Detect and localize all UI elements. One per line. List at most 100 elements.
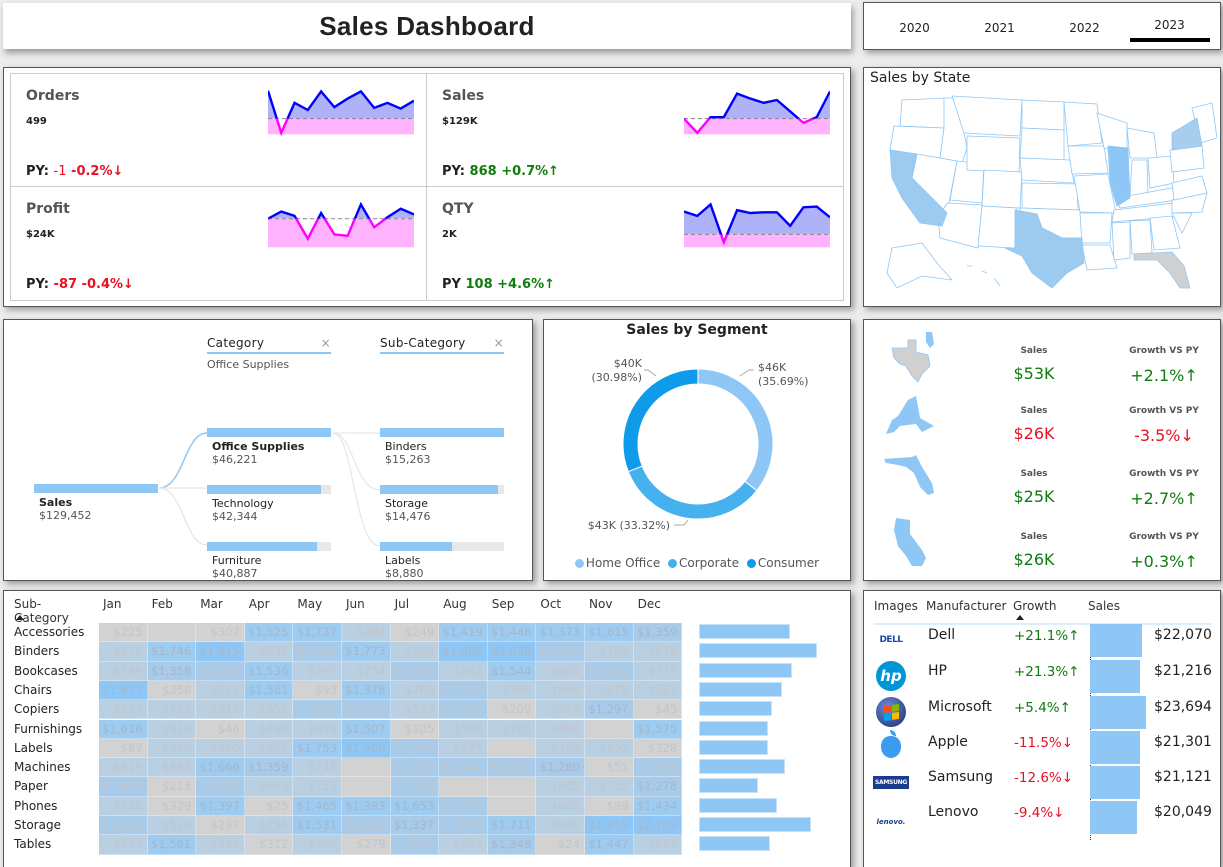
matrix-cell[interactable]: $675 <box>439 738 488 759</box>
matrix-cell[interactable]: $494 <box>536 719 585 739</box>
matrix-cell[interactable]: $1,653 <box>390 796 440 816</box>
matrix-cell[interactable]: $1,746 <box>147 642 197 662</box>
matrix-cell[interactable]: $1,465 <box>293 796 342 816</box>
matrix-cell[interactable]: $705 <box>487 719 537 739</box>
matrix-cell[interactable]: $1,536 <box>244 661 294 681</box>
col-header-month[interactable]: Apr <box>248 597 270 611</box>
matrix-cell[interactable]: $1,060 <box>390 661 440 681</box>
matrix-cell[interactable]: $279 <box>342 835 391 855</box>
matrix-cell[interactable]: $1,219 <box>342 816 391 836</box>
legend-item-home-office[interactable]: Home Office <box>574 556 660 570</box>
col-header-month[interactable]: May <box>297 597 323 611</box>
matrix-cell[interactable]: $482 <box>342 623 391 643</box>
legend-item-corporate[interactable]: Corporate <box>668 556 739 570</box>
matrix-cell[interactable]: $1,092 <box>487 758 537 778</box>
matrix-cell[interactable]: $1,448 <box>487 623 537 643</box>
matrix-cell[interactable]: $1,096 <box>99 777 148 797</box>
matrix-cell[interactable]: $209 <box>487 700 537 720</box>
col-header-month[interactable]: Jun <box>346 597 365 611</box>
matrix-cell[interactable]: $964 <box>633 758 683 778</box>
matrix-cell[interactable]: $1,711 <box>487 816 537 836</box>
col-header-month[interactable]: Dec <box>637 597 661 611</box>
col-header-month[interactable]: Feb <box>151 597 173 611</box>
tree-node-labels[interactable]: Labels $8,880 <box>380 542 504 580</box>
matrix-cell[interactable]: $1,561 <box>244 680 294 701</box>
matrix-cell[interactable]: $2,103 <box>633 816 683 836</box>
matrix-cell[interactable]: $1,117 <box>439 700 488 720</box>
matrix-cell[interactable]: $1,434 <box>633 796 683 816</box>
matrix-cell[interactable]: $1,447 <box>585 835 634 855</box>
matrix-cell[interactable]: $312 <box>244 835 294 855</box>
matrix-cell[interactable]: $1,373 <box>536 623 585 643</box>
matrix-cell[interactable]: $652 <box>633 835 683 855</box>
col-header-month[interactable]: Jan <box>103 597 122 611</box>
state-card-florida[interactable]: Sales $25K Growth VS PY +2.7%↑ <box>864 449 1222 511</box>
matrix-cell[interactable]: $745 <box>293 758 342 778</box>
matrix-cell[interactable] <box>487 738 537 759</box>
matrix-cell[interactable]: $513 <box>99 835 148 855</box>
matrix-cell[interactable]: $399 <box>487 680 537 701</box>
state-card-new-york[interactable]: Sales $26K Growth VS PY -3.5%↓ <box>864 386 1222 448</box>
matrix-cell[interactable]: $45 <box>633 700 683 720</box>
matrix-cell[interactable]: $789 <box>390 680 440 701</box>
donut-slice-corporate[interactable] <box>627 465 758 520</box>
year-tab-2021[interactable]: 2021 <box>984 21 1015 35</box>
matrix-cell[interactable]: $860 <box>536 680 585 701</box>
level-header-subcategory[interactable]: Sub-Category × <box>380 336 504 354</box>
matrix-cell[interactable]: $329 <box>147 796 197 816</box>
matrix-cell[interactable]: $819 <box>196 700 245 720</box>
tree-node-furniture[interactable]: Furniture $40,887 <box>207 542 331 580</box>
col-header-manufacturer[interactable]: Manufacturer <box>926 599 1007 613</box>
tree-node-binders[interactable]: Binders $15,263 <box>380 428 504 466</box>
matrix-cell[interactable]: $776 <box>633 661 683 681</box>
col-header-month[interactable]: Aug <box>443 597 467 611</box>
matrix-cell[interactable]: $213 <box>147 777 197 797</box>
matrix-cell[interactable]: $1,009 <box>342 700 391 720</box>
matrix-cell[interactable]: $883 <box>147 758 197 778</box>
tree-node-office-supplies[interactable]: Office Supplies $46,221 <box>207 428 331 466</box>
matrix-cell[interactable]: $824 <box>439 835 488 855</box>
matrix-cell[interactable]: $1,507 <box>342 719 391 739</box>
matrix-cell[interactable]: $1,815 <box>196 642 245 662</box>
matrix-cell[interactable]: $531 <box>244 642 294 662</box>
matrix-cell[interactable]: $530 <box>147 816 197 836</box>
matrix-cell[interactable]: $1,544 <box>487 661 537 681</box>
matrix-cell[interactable]: $1,419 <box>439 623 488 643</box>
matrix-cell[interactable]: $858 <box>244 700 294 720</box>
matrix-cell[interactable]: $868 <box>390 642 440 662</box>
matrix-cell[interactable] <box>487 777 537 797</box>
matrix-cell[interactable]: $305 <box>390 719 440 739</box>
kpi-card-profit[interactable]: Profit $24K PY: -87 -0.4%↓ <box>11 187 427 300</box>
year-tab-2023[interactable]: 2023 <box>1129 14 1210 42</box>
matrix-cell[interactable]: $1,931 <box>99 680 148 701</box>
matrix-cell[interactable]: $946 <box>536 700 585 720</box>
matrix-cell[interactable]: $936 <box>536 816 585 836</box>
matrix-cell[interactable]: $1,525 <box>244 623 294 643</box>
matrix-cell[interactable]: $1,337 <box>390 816 440 836</box>
matrix-cell[interactable]: $1,278 <box>633 777 683 797</box>
matrix-cell[interactable]: $761 <box>633 680 683 701</box>
donut-slice-consumer[interactable] <box>622 368 699 473</box>
matrix-cell[interactable]: $977 <box>390 835 440 855</box>
matrix-cell[interactable]: $1,666 <box>196 758 245 778</box>
col-header-sales[interactable]: Sales <box>1088 599 1120 613</box>
matrix-cell[interactable]: $736 <box>244 816 294 836</box>
matrix-cell[interactable]: $876 <box>99 642 148 662</box>
col-header-month[interactable]: Nov <box>589 597 613 611</box>
matrix-cell[interactable]: $788 <box>196 835 245 855</box>
matrix-cell[interactable]: $499 <box>244 719 294 739</box>
matrix-cell[interactable]: $755 <box>147 700 197 720</box>
matrix-cell[interactable]: $753 <box>293 777 342 797</box>
matrix-cell[interactable]: $678 <box>633 642 683 662</box>
matrix-cell[interactable]: $93 <box>293 680 342 701</box>
matrix-cell[interactable]: $1,297 <box>585 700 634 720</box>
matrix-cell[interactable]: $1,348 <box>487 835 537 855</box>
legend-item-consumer[interactable]: Consumer <box>746 556 819 570</box>
col-header-images[interactable]: Images <box>874 599 918 613</box>
matrix-cell[interactable]: $660 <box>536 796 585 816</box>
matrix-cell[interactable]: $996 <box>196 777 245 797</box>
matrix-cell[interactable]: $678 <box>585 680 634 701</box>
matrix-cell[interactable]: $549 <box>99 661 148 681</box>
matrix-cell[interactable]: $287 <box>196 816 245 836</box>
matrix-cell[interactable]: $804 <box>536 661 585 681</box>
